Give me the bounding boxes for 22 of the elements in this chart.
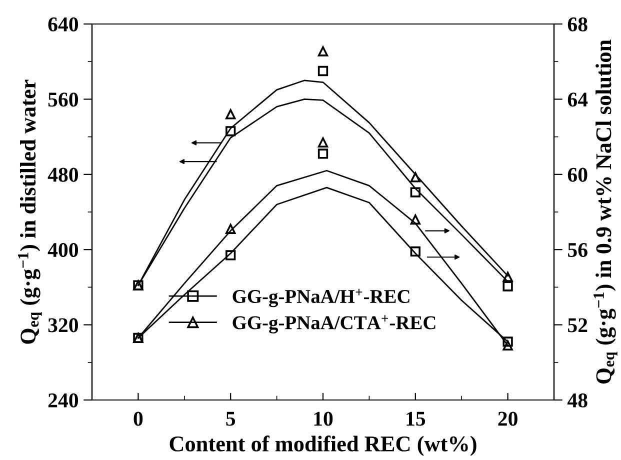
y2-tick-label: 48: [567, 393, 588, 408]
y-tick-label: 560: [48, 92, 78, 107]
y-axis-title: Q$_{eq}$ (g·g$^{−1}$) in distilled water: [18, 80, 42, 344]
x-tick-label: 20: [498, 412, 518, 426]
y-tick-label: 240: [48, 393, 78, 408]
x-tick-label: 0: [134, 412, 143, 426]
x-tick-label: 10: [314, 412, 333, 426]
x-tick-label: 5: [226, 412, 236, 426]
y-tick-label: 640: [48, 17, 78, 32]
y-tick-label: 400: [48, 242, 78, 258]
y2-tick-label: 64: [568, 92, 588, 107]
x-tick-label: 15: [406, 412, 426, 426]
legend-label: GG-g-PNaA/H$^{+}$-REC: [232, 288, 410, 308]
y2-axis-title: Q$_{eq}$ (g·g$^{−1}$) in 0.9 wt% NaCl solution: [594, 40, 618, 384]
legend-label: GG-g-PNaA/CTA$^{+}$-REC: [232, 315, 436, 334]
y2-tick-label: 60: [568, 168, 588, 182]
y-tick-label: 320: [48, 318, 78, 332]
y2-tick-label: 56: [568, 243, 588, 258]
y2-tick-label: 68: [568, 17, 588, 32]
y2-tick-label: 52: [568, 318, 588, 332]
y-tick-label: 480: [48, 168, 78, 182]
x-axis-title: Content of modified REC (wt%): [170, 436, 476, 456]
